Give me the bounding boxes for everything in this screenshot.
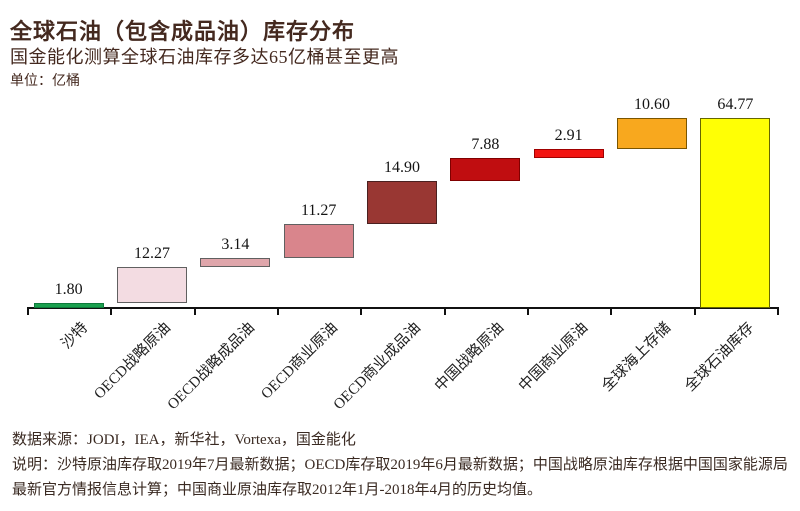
note-text: 说明：沙特原油库存取2019年7月最新数据；OECD库存取2019年6月最新数据… — [12, 457, 788, 498]
bar-中国商业原油 — [533, 149, 604, 158]
x-axis-label: 中国战略原油 — [432, 319, 508, 395]
unit-label: 单位：亿桶 — [10, 74, 80, 89]
bar-OECD战略原油 — [117, 266, 187, 303]
chart-subtitle: 国金能化测算全球石油库存多达65亿桶甚至更高 — [10, 47, 399, 67]
x-axis-tick — [527, 309, 529, 315]
x-axis-label: 全球石油库存 — [682, 319, 758, 395]
x-axis-label: 沙特 — [58, 319, 91, 353]
x-axis-tick — [27, 309, 29, 315]
x-axis-tick — [693, 309, 696, 315]
x-axis-tick — [610, 309, 613, 315]
x-axis-tick — [193, 309, 196, 315]
waterfall-chart: 1.80 沙特 12.27 OECD战略原油 3.14 OECD战略成品油 11.27 OEC… — [27, 96, 779, 414]
x-axis-line — [27, 307, 779, 309]
data-source-text: 数据来源：JODI，IEA，新华社，Vortexa，国金能化 — [12, 432, 356, 448]
x-axis-tick — [110, 309, 113, 315]
bar-value-label: 10.60 — [634, 96, 670, 113]
bar-value-label: 1.80 — [54, 280, 83, 298]
bar-中国战略原油 — [450, 157, 521, 181]
bar-全球石油库存 — [700, 118, 771, 308]
bar-value-label: 64.77 — [717, 96, 754, 113]
x-axis-label: 中国商业原油 — [515, 319, 591, 395]
x-axis-tick — [443, 309, 446, 315]
bar-value-label: 7.88 — [471, 135, 500, 153]
x-axis-label: OECD战略原油 — [91, 319, 175, 403]
bar-value-label: 14.90 — [384, 158, 420, 176]
bar-OECD战略成品油 — [200, 257, 271, 267]
bar-value-label: 11.27 — [300, 202, 337, 220]
x-axis-label: OECD商业成品油 — [330, 319, 425, 414]
x-axis-label: OECD商业原油 — [258, 319, 341, 403]
bar-OECD商业原油 — [283, 224, 354, 258]
bar-OECD商业成品油 — [367, 180, 437, 225]
bar-value-label: 12.27 — [134, 244, 170, 262]
bar-value-label: 3.14 — [221, 235, 250, 253]
x-axis-tick — [777, 309, 779, 315]
x-axis-label: OECD战略成品油 — [164, 319, 258, 414]
chart-title: 全球石油（包含成品油）库存分布 — [10, 19, 356, 44]
bar-全球海上存储 — [617, 118, 687, 150]
bar-value-label: 2.91 — [554, 127, 583, 145]
x-axis-tick — [360, 309, 363, 315]
bar-沙特 — [33, 302, 104, 308]
x-axis-tick — [277, 309, 279, 315]
x-axis-label: 全球海上存储 — [599, 319, 675, 395]
